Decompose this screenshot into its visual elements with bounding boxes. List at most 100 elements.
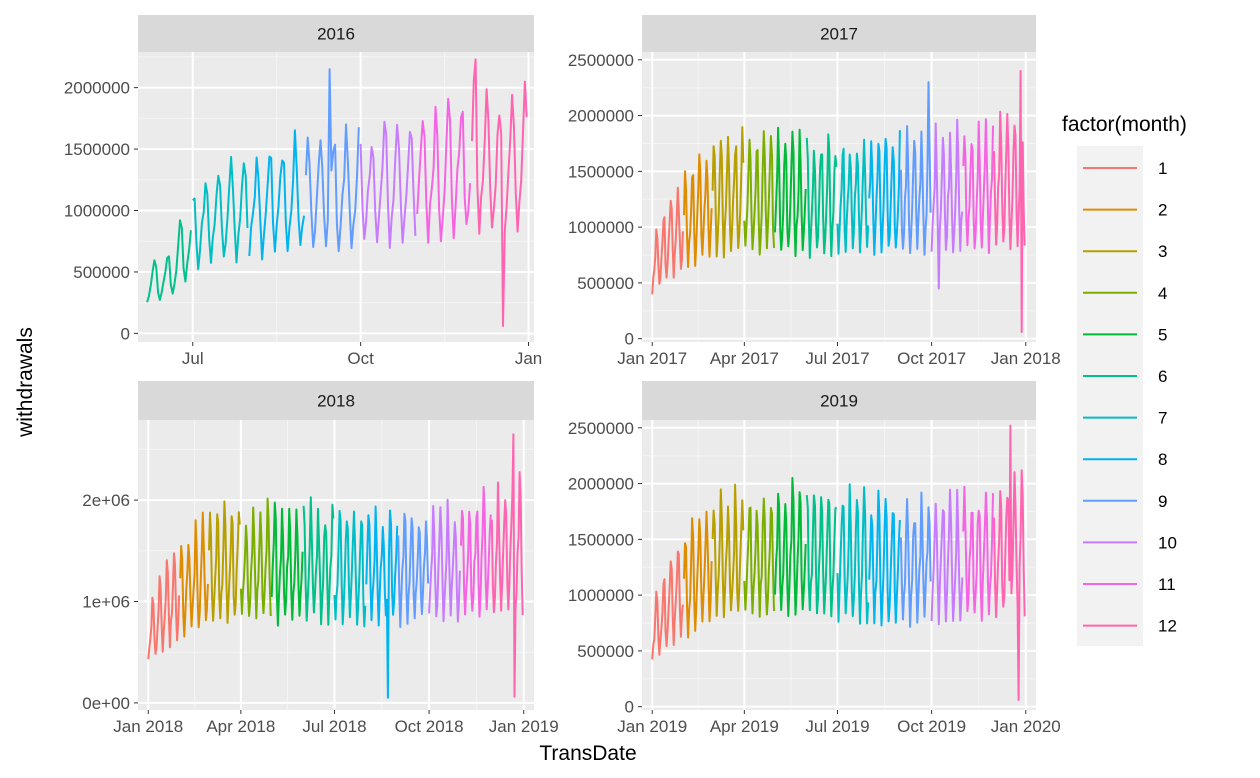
series-line-month-7 <box>836 483 870 625</box>
legend-label-4: 4 <box>1158 284 1167 303</box>
facet-2017: 2017 0 500000 1000000 1500000 2000000 2500000 J… <box>568 15 1061 368</box>
series-line-month-12 <box>993 424 1026 701</box>
series-line-month-8 <box>868 489 901 627</box>
series-line-month-5 <box>270 501 304 627</box>
facet-strip <box>138 381 534 420</box>
legend-label-6: 6 <box>1158 367 1167 386</box>
y-tick-label: 2500000 <box>568 419 634 438</box>
series-line-month-9 <box>397 512 430 628</box>
series-line-month-2 <box>683 153 713 268</box>
y-tick-label: 1e+06 <box>82 593 130 612</box>
x-tick-label: Jul <box>182 349 204 368</box>
series-line-month-6 <box>805 133 838 259</box>
series-line-month-2 <box>683 510 713 639</box>
series-line-month-5 <box>774 477 807 617</box>
facet-2016: 2016 0 500000 1000000 1500000 2000000 Jul Oct Ja… <box>64 15 542 368</box>
x-tick-label: Jul 2017 <box>805 349 869 368</box>
series-line-month-9 <box>899 491 932 628</box>
legend-label-9: 9 <box>1158 492 1167 511</box>
facet-2019: 2019 0 500000 1000000 1500000 2000000 2500000 J… <box>568 381 1061 736</box>
x-tick-label: Oct <box>347 349 374 368</box>
x-tick-label: Apr 2019 <box>710 717 779 736</box>
legend-key-background <box>1077 146 1143 646</box>
series-line-month-12 <box>471 58 528 327</box>
legend-label-11: 11 <box>1158 575 1176 594</box>
series-line-month-8 <box>248 129 306 261</box>
series-line-month-10 <box>359 120 417 249</box>
series-line-month-11 <box>416 97 472 244</box>
series-line-month-11 <box>962 485 994 622</box>
legend-label-12: 12 <box>1158 617 1177 636</box>
series-line-month-8 <box>365 505 399 699</box>
legend-label-1: 1 <box>1158 159 1167 178</box>
series-line-month-7 <box>836 138 870 255</box>
facet-2018: 2018 0e+00 1e+06 2e+06 Jan 2018 Apr 2018 Jul 2… <box>82 381 559 736</box>
x-tick-label: Oct 2019 <box>897 717 966 736</box>
y-tick-label: 1500000 <box>568 162 634 181</box>
y-tick-label: 1500000 <box>64 140 130 159</box>
series-line-month-10 <box>428 498 461 623</box>
y-tick-label: 2000000 <box>64 79 130 98</box>
y-tick-label: 2500000 <box>568 51 634 70</box>
series-line-month-5 <box>774 126 807 258</box>
y-tick-label: 500000 <box>577 274 634 293</box>
y-tick-label: 0 <box>121 324 130 343</box>
legend-title: factor(month) <box>1062 113 1187 136</box>
legend-label-3: 3 <box>1158 242 1167 261</box>
series-line-month-3 <box>208 500 241 624</box>
y-axis-title: withdrawals <box>14 327 37 438</box>
facet-strip <box>642 381 1036 420</box>
legend-label-2: 2 <box>1158 201 1167 220</box>
y-tick-label: 1500000 <box>568 530 634 549</box>
facet-strip <box>642 15 1036 52</box>
y-tick-label: 500000 <box>73 263 130 282</box>
facet-strip <box>138 15 534 52</box>
x-tick-label: Jan 2020 <box>991 717 1061 736</box>
y-tick-label: 500000 <box>577 642 634 661</box>
x-tick-label: Oct 2018 <box>395 717 464 736</box>
series-line-month-3 <box>711 126 745 259</box>
legend-label-8: 8 <box>1158 450 1167 469</box>
x-tick-label: Jan 2017 <box>617 349 687 368</box>
series-line-month-7 <box>333 509 367 628</box>
x-tick-label: Jan <box>515 349 542 368</box>
series-line-month-11 <box>460 485 492 618</box>
series-line-month-8 <box>868 130 901 256</box>
y-tick-label: 0 <box>625 330 634 349</box>
x-tick-label: Jan 2018 <box>113 717 183 736</box>
series-line-month-10 <box>930 118 964 290</box>
y-tick-label: 0e+00 <box>82 694 130 713</box>
series-line-month-12 <box>993 70 1026 333</box>
series-line-month-1 <box>147 552 181 660</box>
y-tick-label: 2000000 <box>568 107 634 126</box>
series-line-month-3 <box>711 483 745 619</box>
legend-label-7: 7 <box>1158 409 1167 428</box>
series-line-month-11 <box>962 118 994 255</box>
x-tick-label: Oct 2017 <box>897 349 966 368</box>
facet-strip-label: 2016 <box>317 25 355 44</box>
series-line-month-6 <box>146 219 192 303</box>
series-line-month-7 <box>192 155 249 271</box>
x-tick-label: Jan 2018 <box>991 349 1061 368</box>
series-line-month-4 <box>239 497 272 620</box>
facet-panels: 2016 0 500000 1000000 1500000 2000000 Jul Oct Ja… <box>64 15 1061 736</box>
x-axis-title: TransDate <box>539 742 636 765</box>
series-line-month-2 <box>179 511 209 638</box>
series-line-month-9 <box>899 81 932 256</box>
y-tick-label: 2e+06 <box>82 491 130 510</box>
facet-strip-label: 2018 <box>317 392 355 411</box>
y-tick-label: 0 <box>625 698 634 717</box>
x-tick-label: Jan 2019 <box>617 717 687 736</box>
x-tick-label: Apr 2017 <box>710 349 779 368</box>
series-line-month-4 <box>743 130 775 256</box>
series-line-month-6 <box>302 496 335 626</box>
x-tick-label: Apr 2018 <box>206 717 275 736</box>
series-line-month-9 <box>304 68 360 253</box>
series-line-month-1 <box>651 550 684 660</box>
facet-strip-label: 2019 <box>820 392 858 411</box>
series-line-month-1 <box>651 186 684 295</box>
series-line-month-4 <box>743 497 775 618</box>
series-line-month-6 <box>805 494 838 618</box>
